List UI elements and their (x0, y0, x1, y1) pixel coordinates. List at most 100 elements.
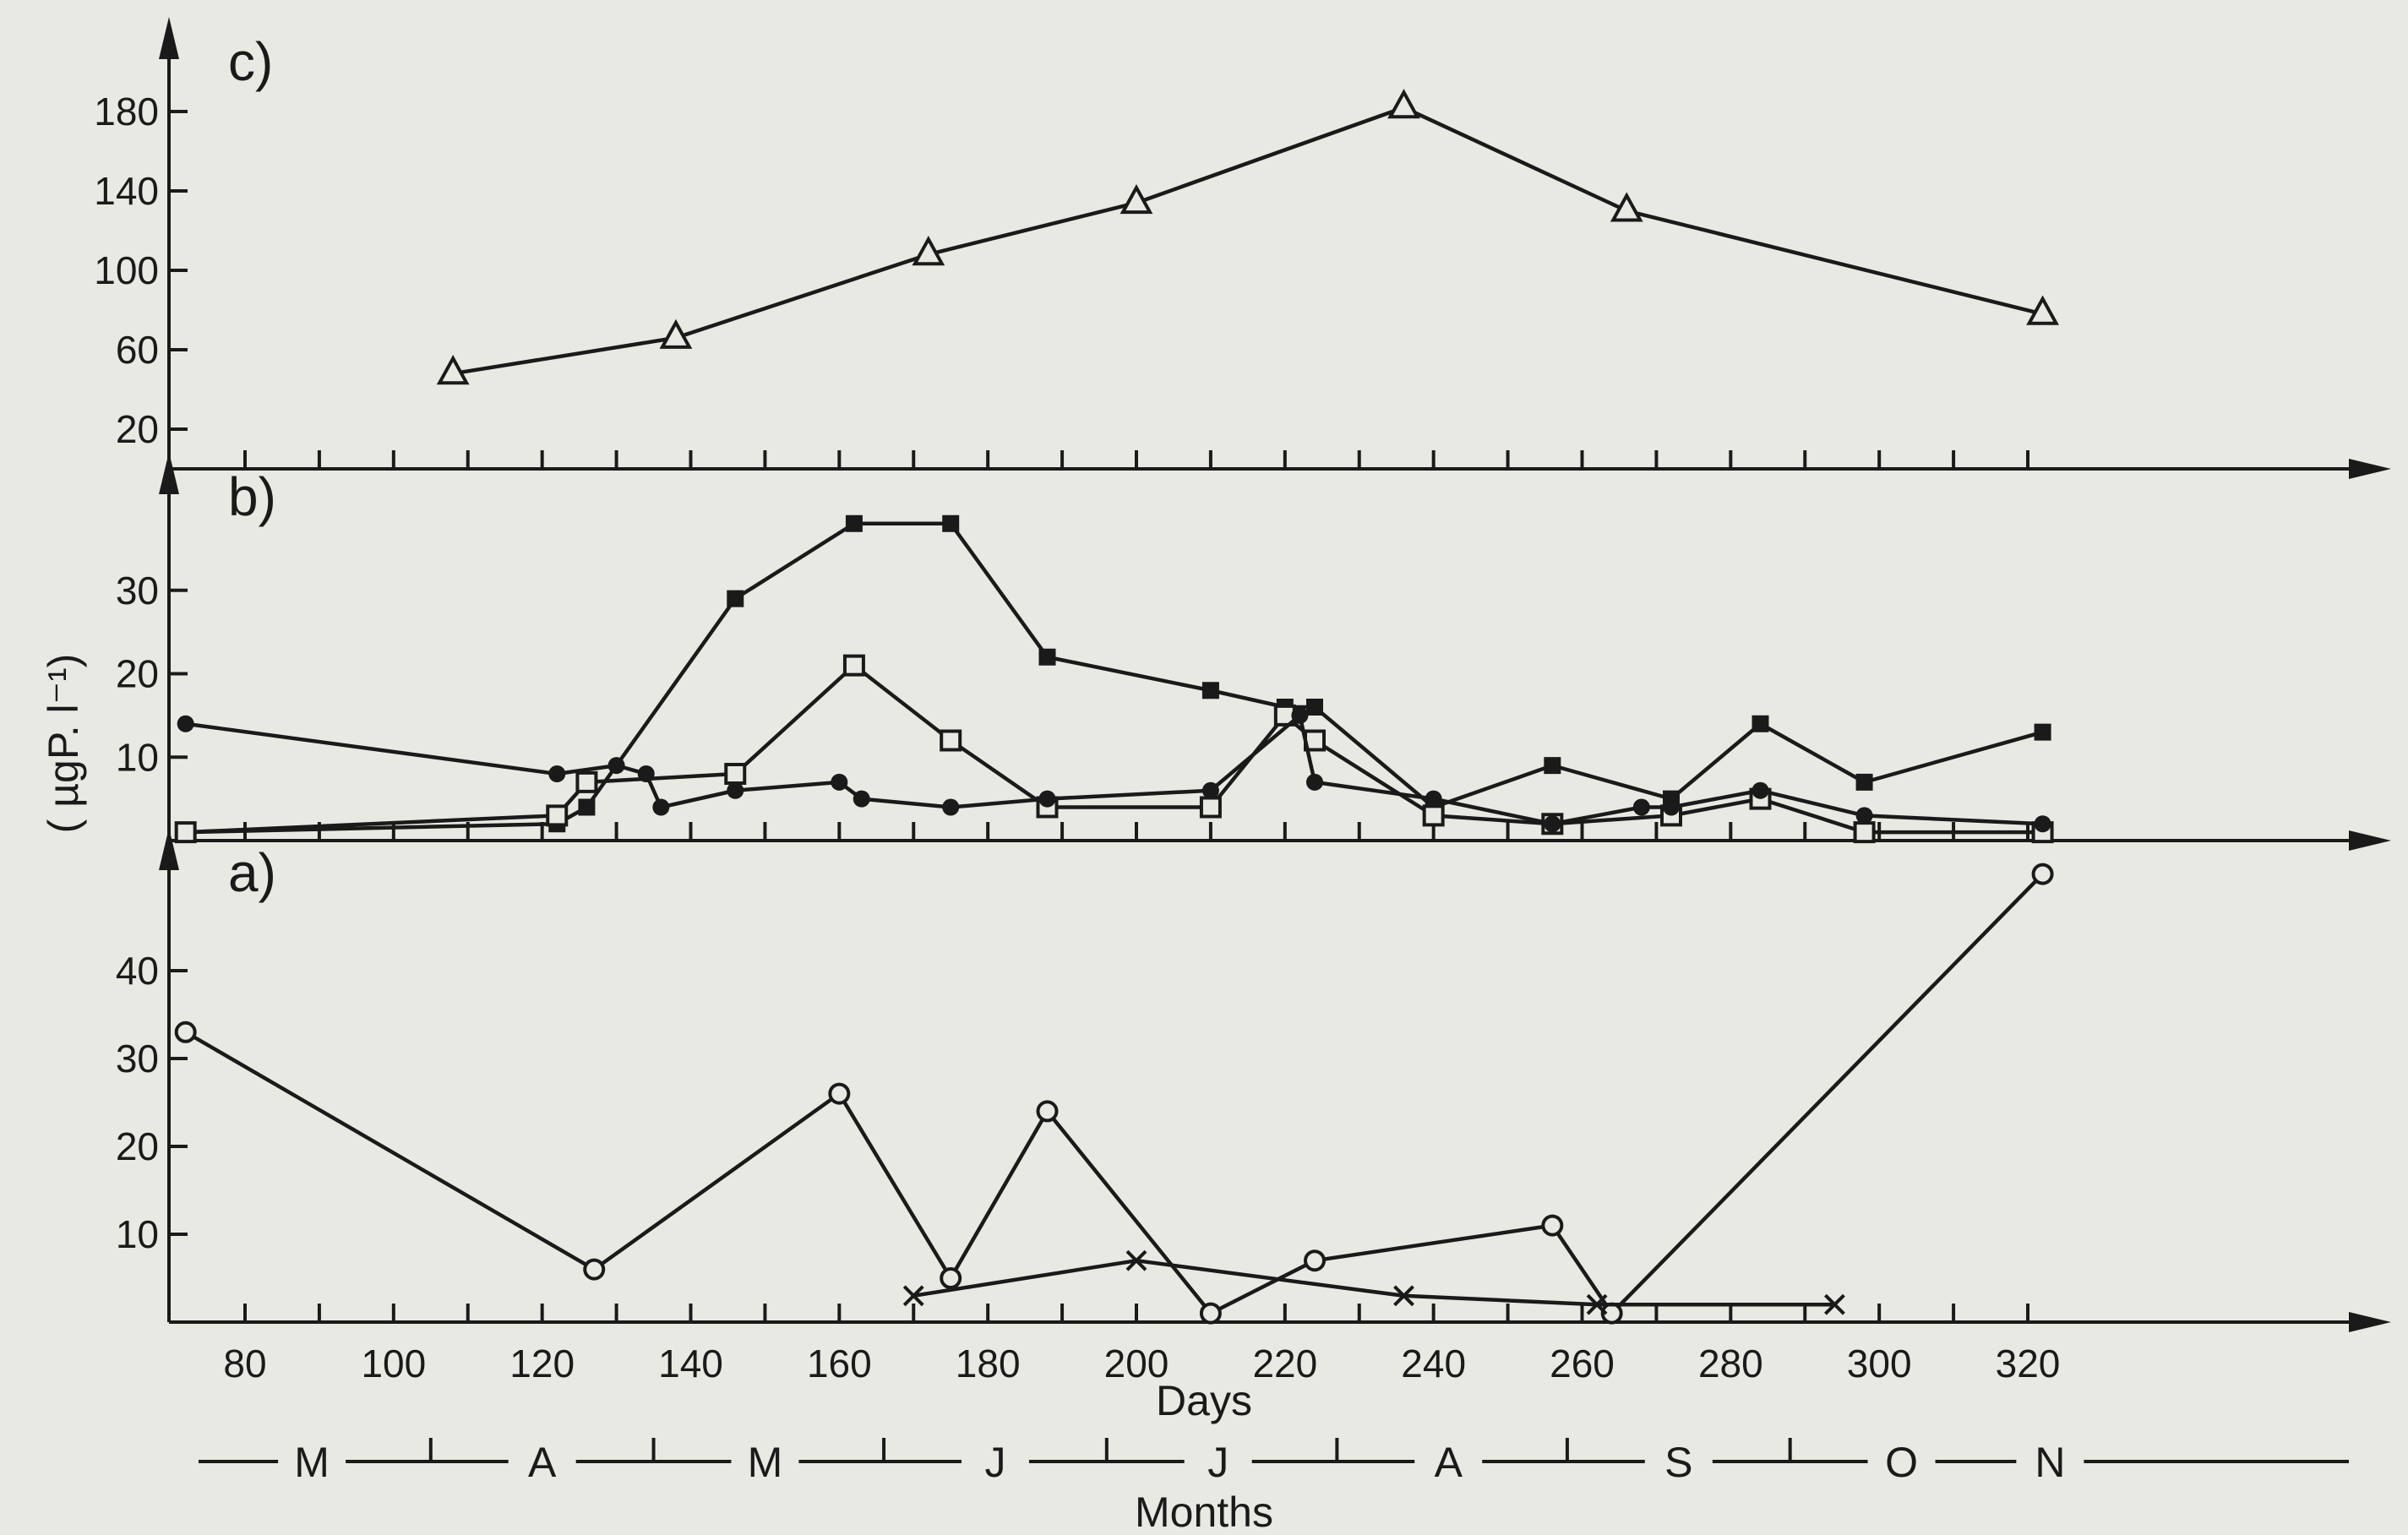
filled-square-marker (1855, 773, 1873, 791)
month-bg (961, 1428, 1029, 1495)
y-tick-label: 10 (116, 1212, 159, 1256)
month-label: M (294, 1439, 330, 1486)
series-line (185, 521, 2044, 835)
x-tick-label: 220 (1252, 1342, 1317, 1385)
open-circle-marker (940, 1267, 962, 1289)
series-1-2 (177, 706, 2051, 833)
open-square-marker (724, 763, 747, 785)
series-0-0 (436, 89, 2059, 385)
open-circle-marker (828, 1082, 851, 1105)
series-2-1 (902, 1249, 1845, 1315)
month-bg (1644, 1428, 1713, 1495)
x-tick-label: 140 (658, 1342, 723, 1385)
panel-2-axes (159, 828, 2391, 1332)
filled-circle-marker (1752, 781, 1769, 799)
open-square-marker (174, 821, 197, 844)
filled-circle-marker (1291, 706, 1309, 724)
x-axis-arrow (2349, 830, 2391, 851)
x-axis-title: Days (1156, 1377, 1252, 1424)
y-tick-label: 60 (116, 328, 159, 372)
month-bg (278, 1428, 346, 1495)
filled-circle-marker (1663, 798, 1680, 816)
cross-marker (1125, 1249, 1147, 1271)
open-square-marker (940, 729, 962, 752)
open-circle-marker (583, 1258, 606, 1281)
month-label: J (984, 1439, 1005, 1486)
month-bg (1184, 1428, 1252, 1495)
filled-circle-marker (831, 773, 848, 791)
open-square-marker (1422, 804, 1445, 827)
month-label: J (1207, 1439, 1229, 1486)
series-1-0 (177, 514, 2051, 841)
series-1-1 (174, 654, 2054, 844)
filled-square-marker (845, 514, 863, 532)
month-label: A (1435, 1439, 1463, 1486)
months-title: Months (1135, 1489, 1273, 1535)
filled-square-marker (1038, 648, 1056, 666)
panel-1-axes (159, 452, 2391, 851)
month-label: M (748, 1439, 783, 1486)
filled-circle-marker (548, 765, 566, 782)
triangle-marker (436, 355, 470, 385)
filled-circle-marker (727, 781, 744, 799)
y-axis-title: ( µgP. l⁻¹) (40, 654, 87, 834)
filled-circle-marker (1038, 790, 1056, 808)
y-tick-label: 100 (94, 248, 159, 292)
filled-circle-marker (1855, 807, 1873, 825)
y-tick-label: 30 (116, 569, 159, 612)
triangle-marker (1120, 183, 1153, 215)
open-square-marker (1853, 821, 1876, 844)
x-axis-arrow (2349, 459, 2391, 479)
x-tick-label: 100 (361, 1342, 426, 1385)
x-axis-arrow (2349, 1312, 2391, 1332)
triangle-marker (1610, 192, 1643, 222)
month-bg (508, 1428, 576, 1495)
y-tick-label: 20 (116, 407, 159, 451)
cross-marker (902, 1285, 924, 1307)
open-circle-marker (2031, 863, 2054, 885)
open-square-marker (546, 804, 569, 827)
filled-circle-marker (177, 715, 194, 732)
series-line (452, 106, 2044, 376)
filled-circle-marker (607, 757, 625, 775)
open-circle-marker (174, 1021, 197, 1043)
filled-circle-marker (637, 765, 655, 782)
x-tick-label: 300 (1847, 1342, 1912, 1385)
y-tick-label: 20 (116, 1124, 159, 1168)
open-circle-marker (1036, 1100, 1059, 1123)
cross-marker (1824, 1293, 1845, 1315)
y-tick-label: 20 (116, 652, 159, 696)
filled-circle-marker (652, 798, 670, 816)
series-line (913, 1258, 1835, 1307)
cross-marker (1586, 1293, 1608, 1315)
open-square-marker (1199, 796, 1222, 819)
triangle-marker (659, 318, 693, 349)
filled-circle-marker (1544, 815, 1561, 833)
filled-circle-marker (1201, 781, 1219, 799)
x-tick-label: 80 (223, 1342, 266, 1385)
x-tick-label: 280 (1698, 1342, 1763, 1385)
filled-square-marker (578, 798, 596, 816)
series-layer (174, 89, 2059, 1325)
filled-square-marker (1544, 757, 1561, 775)
y-tick-label: 40 (116, 949, 159, 993)
month-label: N (2035, 1439, 2065, 1486)
y-tick-label: 140 (94, 169, 159, 213)
filled-square-marker (942, 514, 960, 532)
open-circle-marker (1541, 1214, 1564, 1237)
month-label: O (1885, 1439, 1918, 1486)
month-bg (2016, 1428, 2084, 1495)
filled-square-marker (1752, 715, 1769, 732)
series-line (184, 873, 2045, 1315)
filled-circle-marker (853, 790, 870, 808)
x-tick-label: 240 (1401, 1342, 1466, 1385)
filled-circle-marker (2034, 815, 2051, 833)
x-tick-label: 160 (807, 1342, 872, 1385)
open-circle-marker (1199, 1302, 1222, 1325)
filled-circle-marker (1425, 790, 1442, 808)
x-tick-label: 200 (1104, 1342, 1169, 1385)
month-label: A (528, 1439, 557, 1486)
filled-circle-marker (1306, 773, 1323, 791)
y-axis-arrow (159, 452, 179, 494)
